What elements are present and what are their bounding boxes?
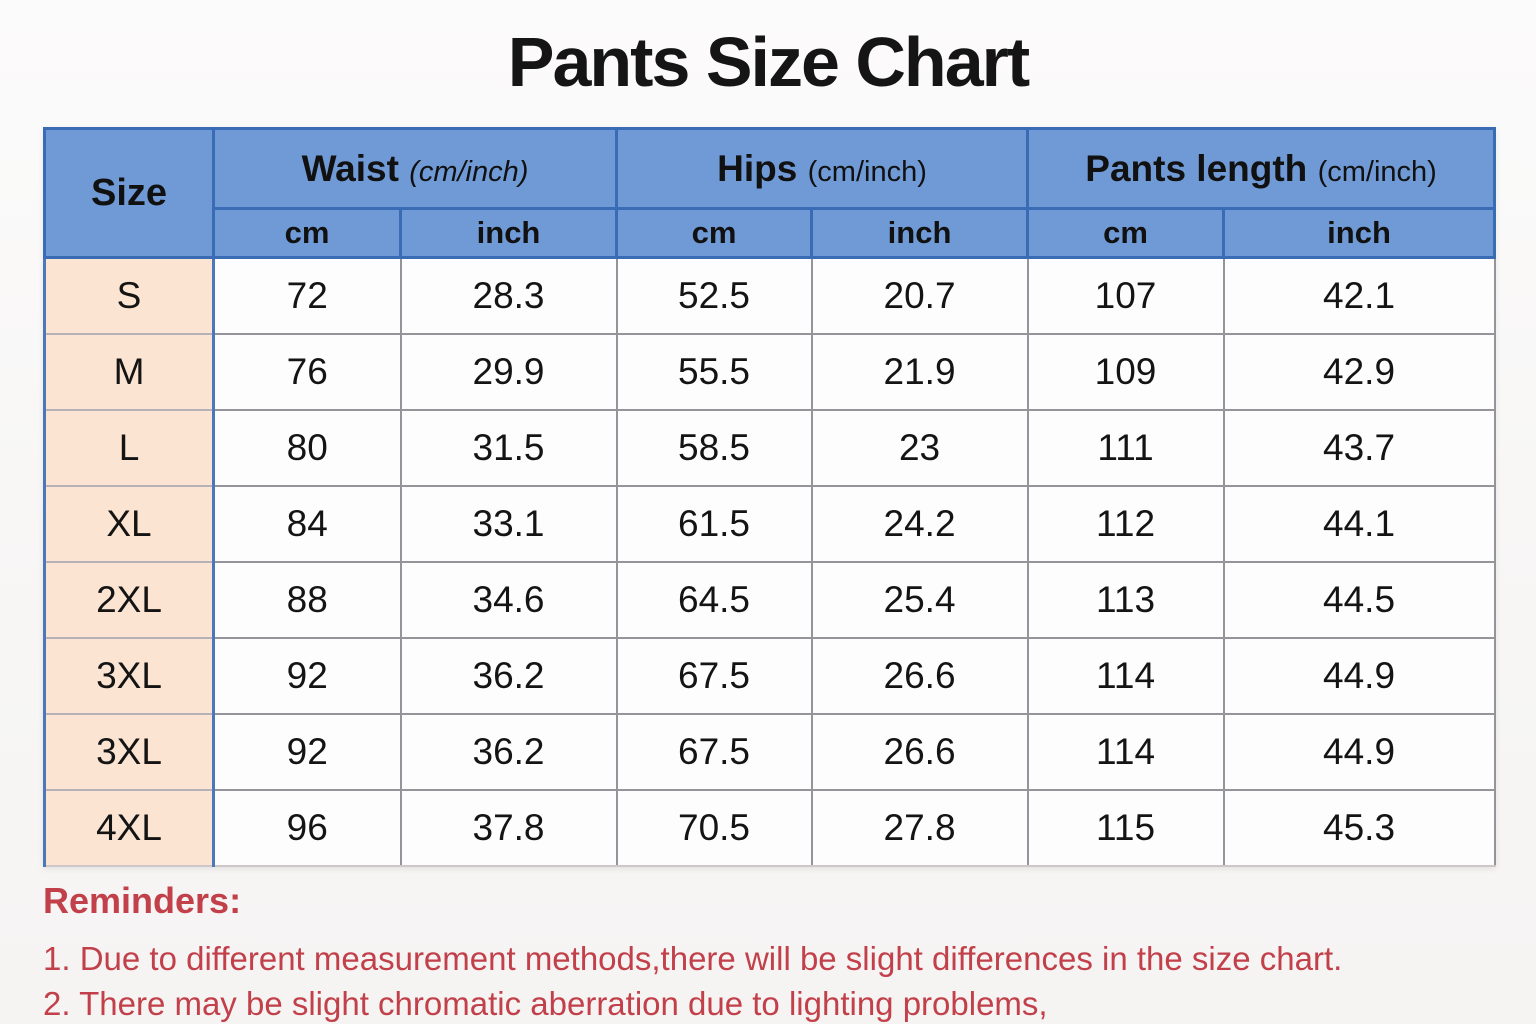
value-cell: 109 — [1026, 333, 1225, 411]
value-cell: 52.5 — [615, 256, 813, 335]
table-row: 3XL 92 36.2 67.5 26.6 114 44.9 — [43, 637, 1496, 715]
value-cell: 42.9 — [1222, 333, 1496, 411]
value-cell: 29.9 — [399, 333, 618, 411]
size-cell: L — [43, 409, 215, 487]
value-cell: 84 — [212, 485, 402, 563]
size-table-header: Size Waist (cm/inch) Hips (cm/inch) Pant… — [43, 127, 1497, 259]
value-cell: 23 — [810, 409, 1029, 487]
value-cell: 114 — [1026, 637, 1225, 715]
subheader-waist-inch: inch — [398, 207, 619, 259]
column-header-pants-length: Pants length (cm/inch) — [1026, 127, 1497, 210]
value-cell: 44.5 — [1222, 561, 1496, 639]
value-cell: 24.2 — [810, 485, 1029, 563]
value-cell: 44.9 — [1222, 637, 1496, 715]
column-header-hips: Hips (cm/inch) — [615, 127, 1030, 210]
value-cell: 34.6 — [399, 561, 618, 639]
page-title: Pants Size Chart — [507, 23, 1030, 101]
table-row: M 76 29.9 55.5 21.9 109 42.9 — [43, 333, 1496, 411]
value-cell: 72 — [212, 256, 402, 335]
value-cell: 96 — [212, 789, 402, 867]
value-cell: 36.2 — [399, 713, 618, 791]
value-cell: 31.5 — [399, 409, 618, 487]
size-cell: 4XL — [43, 789, 215, 867]
value-cell: 21.9 — [810, 333, 1029, 411]
size-cell: 3XL — [43, 713, 215, 791]
header-unit-row: cm inch cm inch cm inch — [45, 207, 1497, 259]
value-cell: 115 — [1026, 789, 1225, 867]
size-table-body: S 72 28.3 52.5 20.7 107 42.1 M 76 29.9 55.5 21.9 109… — [43, 256, 1496, 867]
subheader-waist-cm: cm — [212, 207, 402, 259]
value-cell: 37.8 — [399, 789, 618, 867]
subheader-length-cm: cm — [1026, 207, 1226, 259]
table-row: 2XL 88 34.6 64.5 25.4 113 44.5 — [43, 561, 1496, 639]
column-header-pants-length-label: Pants length — [1085, 147, 1308, 189]
value-cell: 70.5 — [615, 789, 813, 867]
size-cell: 3XL — [43, 637, 215, 715]
table-row: 3XL 92 36.2 67.5 26.6 114 44.9 — [43, 713, 1496, 791]
value-cell: 111 — [1026, 409, 1225, 487]
subheader-hips-cm: cm — [615, 207, 814, 259]
table-row: L 80 31.5 58.5 23 111 43.7 — [43, 409, 1496, 487]
value-cell: 58.5 — [615, 409, 813, 487]
size-table: Size Waist (cm/inch) Hips (cm/inch) Pant… — [43, 127, 1497, 867]
value-cell: 55.5 — [615, 333, 813, 411]
value-cell: 36.2 — [399, 637, 618, 715]
value-cell: 107 — [1026, 256, 1225, 335]
value-cell: 27.8 — [810, 789, 1029, 867]
subheader-hips-inch: inch — [810, 207, 1030, 259]
value-cell: 44.1 — [1222, 485, 1496, 563]
table-row: S 72 28.3 52.5 20.7 107 42.1 — [43, 256, 1496, 335]
table-row: XL 84 33.1 61.5 24.2 112 44.1 — [43, 485, 1496, 563]
reminders-heading: Reminders: — [43, 880, 242, 921]
column-header-waist-unit: (cm/inch) — [409, 155, 529, 188]
value-cell: 88 — [212, 561, 402, 639]
value-cell: 67.5 — [615, 713, 813, 791]
size-cell: XL — [43, 485, 215, 563]
reminder-line-1: 1. Due to different measurement methods,… — [43, 940, 1343, 977]
column-header-size: Size — [43, 127, 215, 259]
value-cell: 113 — [1026, 561, 1225, 639]
value-cell: 92 — [212, 637, 402, 715]
table-row: 4XL 96 37.8 70.5 27.8 115 45.3 — [43, 789, 1496, 867]
value-cell: 112 — [1026, 485, 1225, 563]
value-cell: 64.5 — [615, 561, 813, 639]
size-cell: M — [43, 333, 215, 411]
value-cell: 26.6 — [810, 713, 1029, 791]
value-cell: 114 — [1026, 713, 1225, 791]
column-header-hips-unit: (cm/inch) — [807, 155, 927, 188]
value-cell: 28.3 — [399, 256, 618, 335]
value-cell: 43.7 — [1222, 409, 1496, 487]
value-cell: 92 — [212, 713, 402, 791]
column-header-hips-label: Hips — [717, 147, 798, 189]
value-cell: 67.5 — [615, 637, 813, 715]
size-cell: 2XL — [43, 561, 215, 639]
reminder-line-2: 2. There may be slight chromatic aberrat… — [43, 985, 1048, 1022]
header-group-row: Size Waist (cm/inch) Hips (cm/inch) Pant… — [43, 127, 1497, 259]
column-header-pants-length-unit: (cm/inch) — [1317, 155, 1437, 188]
value-cell: 33.1 — [399, 485, 618, 563]
column-header-waist: Waist (cm/inch) — [211, 127, 619, 210]
value-cell: 76 — [212, 333, 402, 411]
column-header-waist-label: Waist — [301, 147, 399, 189]
value-cell: 61.5 — [615, 485, 813, 563]
value-cell: 44.9 — [1222, 713, 1496, 791]
subheader-length-inch: inch — [1222, 207, 1497, 259]
value-cell: 20.7 — [810, 256, 1029, 335]
value-cell: 45.3 — [1222, 789, 1496, 867]
reminders-section: Reminders: 1. Due to different measureme… — [43, 880, 1523, 1024]
value-cell: 80 — [212, 409, 402, 487]
value-cell: 25.4 — [810, 561, 1029, 639]
value-cell: 42.1 — [1222, 256, 1496, 335]
size-table-container: Size Waist (cm/inch) Hips (cm/inch) Pant… — [43, 127, 1497, 867]
value-cell: 26.6 — [810, 637, 1029, 715]
size-cell: S — [43, 256, 215, 335]
